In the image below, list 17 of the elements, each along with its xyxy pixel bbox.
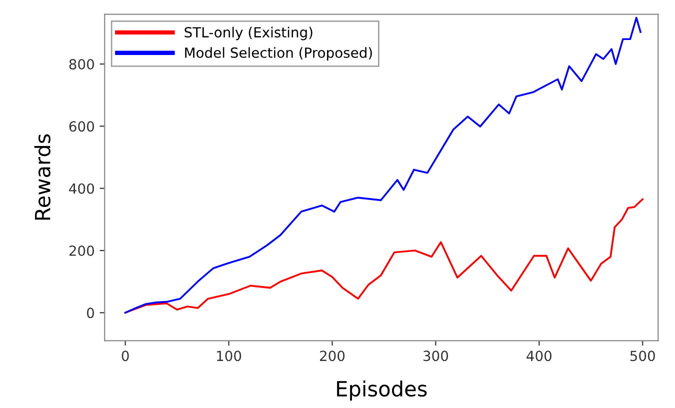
legend-label: Model Selection (Proposed): [185, 47, 372, 61]
y-tick-label: 400: [69, 183, 94, 194]
x-tick-label: 0: [122, 350, 129, 362]
y-tick-label: 600: [69, 121, 94, 132]
legend-label: STL-only (Existing): [184, 26, 312, 40]
y-tick-label: 200: [69, 246, 94, 256]
line-series: [124, 198, 644, 314]
x-tick-label: 500: [630, 350, 655, 362]
line-series: [124, 16, 642, 314]
x-tick-label: 400: [526, 350, 552, 362]
y-axis-title: Rewards: [34, 134, 50, 220]
y-tick-label: 800: [69, 58, 94, 70]
x-tick-label: 200: [320, 350, 345, 362]
x-tick-label: 100: [217, 350, 242, 362]
x-axis-title: Episodes: [337, 380, 427, 401]
y-tick-label: 0: [86, 308, 94, 318]
x-tick-label: 300: [423, 350, 448, 362]
